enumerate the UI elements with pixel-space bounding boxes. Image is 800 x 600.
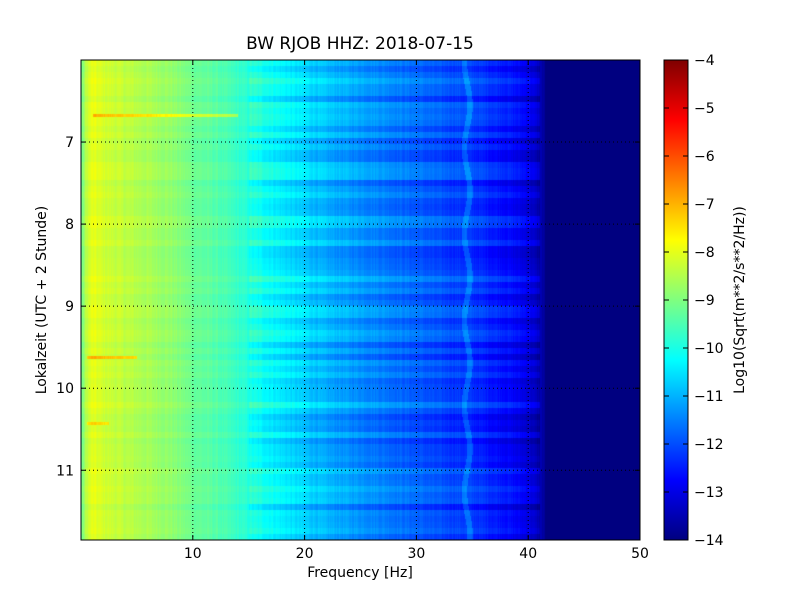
colorbar-tick-label: −6 (694, 149, 715, 165)
colorbar-label: Log10(Sqrt(m**2/s**2/Hz)) (732, 206, 748, 394)
x-tick-label: 50 (631, 546, 649, 562)
y-tick-label: 10 (56, 381, 74, 397)
x-axis-label: Frequency [Hz] (307, 565, 413, 581)
x-tick-label: 20 (296, 546, 314, 562)
colorbar-tick-label: −9 (694, 293, 715, 309)
y-tick-label: 11 (56, 463, 74, 479)
colorbar-tick-label: −14 (694, 533, 724, 549)
x-tick-label: 40 (519, 546, 537, 562)
colorbar-tick-label: −5 (694, 101, 715, 117)
y-axis-label: Lokalzeit (UTC + 2 Stunde) (34, 206, 50, 395)
y-tick-label: 9 (65, 299, 74, 315)
y-tick-label: 7 (65, 135, 74, 151)
colorbar-tick-label: −10 (694, 341, 724, 357)
y-axis-ticks: 7 8 9 10 11 (56, 135, 640, 479)
plot-frame (80, 59, 641, 541)
chart-title: BW RJOB HHZ: 2018-07-15 (246, 34, 474, 54)
colorbar-ticks: −4 −5 −6 −7 −8 −9 −10 −11 −12 −13 −14 (664, 53, 724, 549)
y-tick-label: 8 (65, 217, 74, 233)
x-tick-label: 30 (407, 546, 425, 562)
colorbar-tick-label: −12 (694, 437, 724, 453)
colorbar-tick-label: −11 (694, 389, 724, 405)
x-tick-label: 10 (184, 546, 202, 562)
colorbar-tick-label: −4 (694, 53, 715, 69)
x-axis-ticks: 10 20 30 40 50 (184, 60, 649, 562)
colorbar-tick-label: −7 (694, 197, 715, 213)
grid-lines (81, 60, 640, 540)
colorbar-tick-label: −8 (694, 245, 715, 261)
colorbar-tick-label: −13 (694, 485, 724, 501)
spectrogram-heatmap (81, 60, 640, 540)
